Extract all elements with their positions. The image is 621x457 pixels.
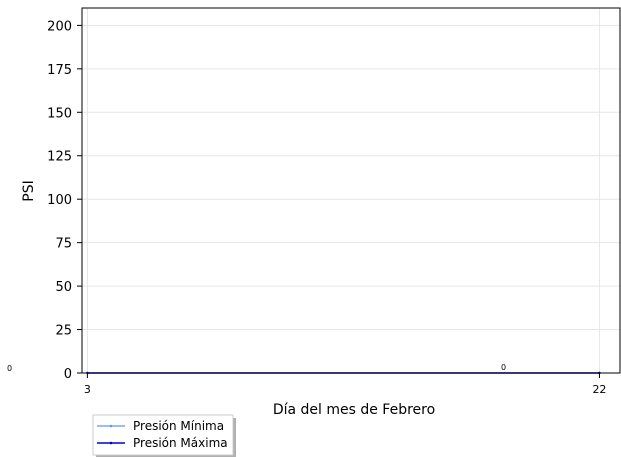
annotation-left: 0: [7, 364, 12, 373]
y-tick-label: 150: [47, 106, 72, 121]
y-axis: 0 25 50 75 100 125 150 175 200: [47, 19, 82, 382]
y-tick-label: 0: [64, 367, 72, 382]
y-tick-label: 200: [47, 19, 72, 34]
y-tick-label: 75: [55, 237, 72, 252]
legend-label: Presión Máxima: [133, 436, 228, 450]
y-tick-label: 100: [47, 193, 72, 208]
grid: [82, 8, 620, 373]
plot-frame: [81, 7, 621, 374]
x-axis: 3 22: [84, 373, 606, 396]
y-tick-label: 25: [55, 324, 72, 339]
legend-label: Presión Mínima: [133, 419, 224, 433]
legend-marker: [109, 424, 113, 428]
legend-marker: [109, 441, 113, 445]
y-axis-title: PSI: [21, 180, 37, 201]
annotation-right: 0: [501, 363, 506, 372]
legend-box: [92, 414, 234, 456]
x-tick-label: 3: [84, 383, 91, 396]
x-axis-title: Día del mes de Febrero: [273, 402, 435, 418]
x-tick-label: 22: [592, 383, 606, 396]
y-tick-label: 175: [47, 63, 72, 78]
y-tick-label: 125: [47, 150, 72, 165]
legend: Presión Mínima Presión Máxima: [92, 414, 236, 457]
y-tick-label: 50: [55, 280, 72, 295]
